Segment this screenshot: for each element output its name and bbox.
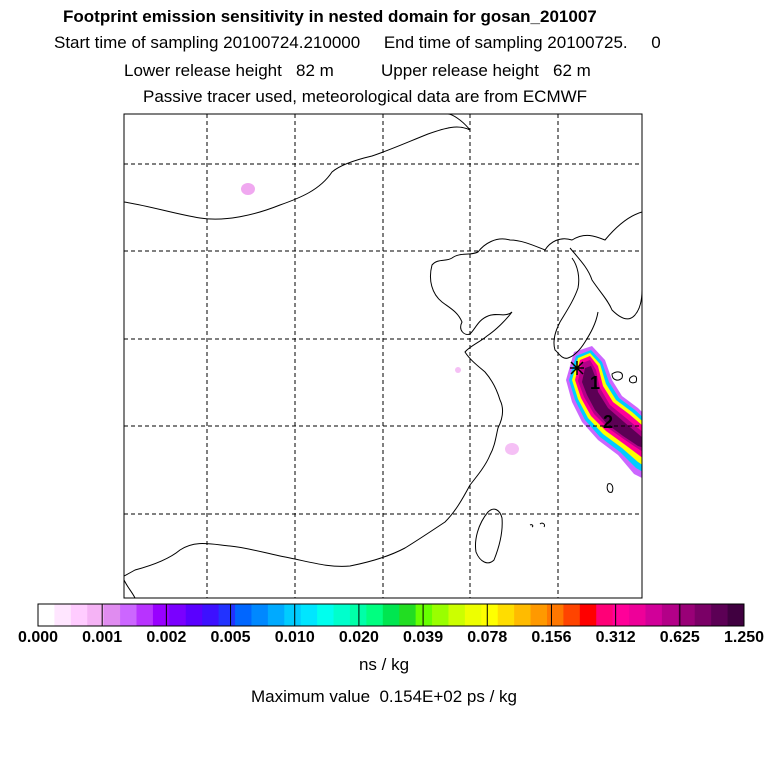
colorbar-cell (481, 604, 499, 626)
colorbar-cell (678, 604, 696, 626)
colorbar-cell (366, 604, 384, 626)
colorbar-tick-label: 0.625 (659, 629, 700, 646)
colorbar-cell (530, 604, 548, 626)
colorbar-cell (87, 604, 105, 626)
colorbar-tick-label: 0.001 (82, 629, 123, 646)
colorbar-cell (645, 604, 663, 626)
colorbar-cell (120, 604, 138, 626)
plot-title: Footprint emission sensitivity in nested… (63, 7, 597, 26)
colorbar-cell (596, 604, 614, 626)
colorbar-tick-labels: 0.000 0.001 0.002 0.005 0.010 0.020 0.039 0.078… (0, 629, 768, 651)
colorbar-cell (38, 604, 55, 626)
colorbar-tick-label: 0.002 (146, 629, 187, 646)
colorbar-tick-label: 0.078 (467, 629, 508, 646)
coastlines (124, 114, 642, 598)
colorbar-cell (579, 604, 597, 626)
release-height-line: Lower release height 82 m Upper release … (124, 61, 591, 80)
colorbar-tick-label: 1.250 (723, 629, 765, 646)
colorbar-cell (54, 604, 72, 626)
sensitivity-blob (241, 183, 255, 195)
colorbar-cell (317, 604, 335, 626)
colorbar-cell (497, 604, 515, 626)
colorbar-cell (711, 604, 729, 626)
sensitivity-blob (505, 443, 519, 455)
colorbar-cell (661, 604, 679, 626)
colorbar-cell (448, 604, 466, 626)
colorbar-tick-label: 0.000 (17, 629, 59, 646)
colorbar-cell (284, 604, 302, 626)
footprint-plume (566, 346, 642, 478)
colorbar-cell (629, 604, 646, 626)
colorbar-tick-label: 0.005 (210, 629, 251, 646)
colorbar-cell (169, 604, 187, 626)
trajectory-marker-1: 1 (590, 373, 600, 393)
colorbar-tick-label: 0.020 (338, 629, 379, 646)
colorbar-cell (70, 604, 88, 626)
colorbar-cell (432, 604, 449, 626)
colorbar-tick-label: 0.039 (403, 629, 444, 646)
colorbar-cell (152, 604, 170, 626)
colorbar-units: ns / kg (358, 655, 410, 674)
colorbar-tick-label: 0.156 (531, 629, 572, 646)
colorbar-cell (251, 604, 269, 626)
colorbar-tick-label: 0.010 (274, 629, 315, 646)
colorbar-cell (136, 604, 154, 626)
colorbar-cell (546, 604, 564, 626)
colorbar-cell (694, 604, 712, 626)
release-site-marker (570, 361, 584, 375)
graticule (124, 114, 642, 598)
colorbar-cell (612, 604, 630, 626)
colorbar-cell (202, 604, 220, 626)
colorbar-cell (185, 604, 203, 626)
colorbar-cell (333, 604, 351, 626)
colorbar-cell (399, 604, 417, 626)
trajectory-marker-2: 2 (603, 412, 613, 432)
sampling-time-line: Start time of sampling 20100724.210000 E… (54, 33, 661, 52)
colorbar-cell (464, 604, 482, 626)
colorbar-cell (563, 604, 581, 626)
tracer-info-line: Passive tracer used, meteorological data… (143, 87, 588, 106)
sensitivity-blob (455, 367, 461, 373)
maximum-value-label: Maximum value 0.154E+02 ps / kg (251, 687, 517, 706)
map-frame (123, 113, 643, 599)
colorbar-cell (267, 604, 285, 626)
colorbar-frame (37, 603, 745, 627)
colorbar-cell (103, 604, 121, 626)
colorbar-cell (514, 604, 532, 626)
colorbar-cell (727, 604, 745, 626)
colorbar-cell (218, 604, 236, 626)
colorbar-cell (415, 604, 433, 626)
colorbar-cell (235, 604, 252, 626)
colorbar-cell (382, 604, 400, 626)
colorbar-cell (300, 604, 318, 626)
colorbar-tick-label: 0.312 (595, 629, 636, 646)
